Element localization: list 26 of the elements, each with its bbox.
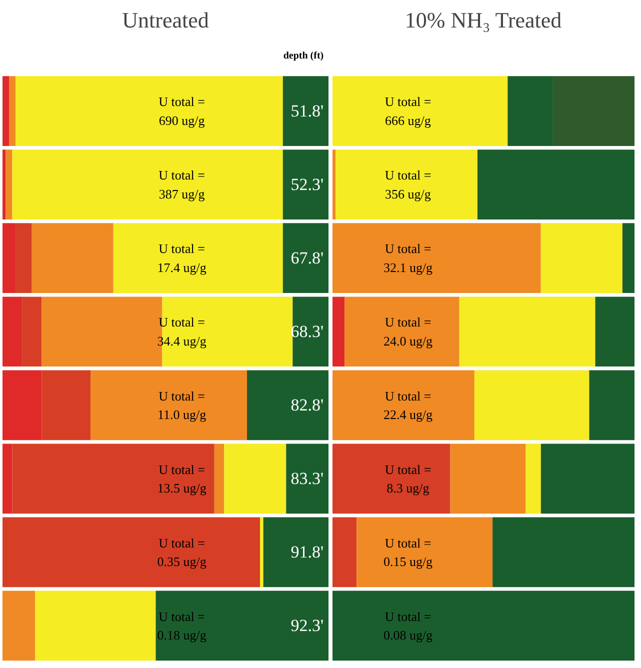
y-tick-label: 52.3' <box>290 175 324 194</box>
chart-title: 10% NH₃ Treated <box>404 8 562 32</box>
y-tick-label: 67.8' <box>290 248 324 268</box>
annotation: U total = 690 ug/g <box>158 94 206 128</box>
y-tick-label: 82.8' <box>290 396 324 415</box>
annotation: U total = 24.0 ug/g <box>383 314 434 348</box>
annotation: U total = 8.3 ug/g <box>384 462 432 496</box>
chart-title: Untreated <box>122 8 209 32</box>
annotation: U total = 0.18 ug/g <box>157 608 207 643</box>
annotation: U total = 0.15 ug/g <box>383 535 434 570</box>
y-tick-label: 92.3' <box>290 616 324 636</box>
annotation: U total = 17.4 ug/g <box>157 241 207 275</box>
annotation: U total = 356 ug/g <box>384 168 432 202</box>
y-tick-label: 51.8' <box>290 102 324 121</box>
annotation: U total = 34.4 ug/g <box>157 314 207 348</box>
annotation: U total = 0.35 ug/g <box>157 535 207 570</box>
annotation: U total = 22.4 ug/g <box>383 388 434 422</box>
annotation: U total = 13.5 ug/g <box>157 462 207 496</box>
annotation: U total = 11.0 ug/g <box>157 388 207 422</box>
annotation: U total = 32.1 ug/g <box>383 241 434 275</box>
annotation: U total = 0.08 ug/g <box>383 608 434 643</box>
y-axis-title: depth (ft) <box>283 50 324 62</box>
annotation: U total = 666 ug/g <box>384 94 432 128</box>
y-tick-label: 91.8' <box>290 542 324 562</box>
annotation: U total = 387 ug/g <box>158 168 206 202</box>
y-tick-label: 83.3' <box>290 469 324 488</box>
